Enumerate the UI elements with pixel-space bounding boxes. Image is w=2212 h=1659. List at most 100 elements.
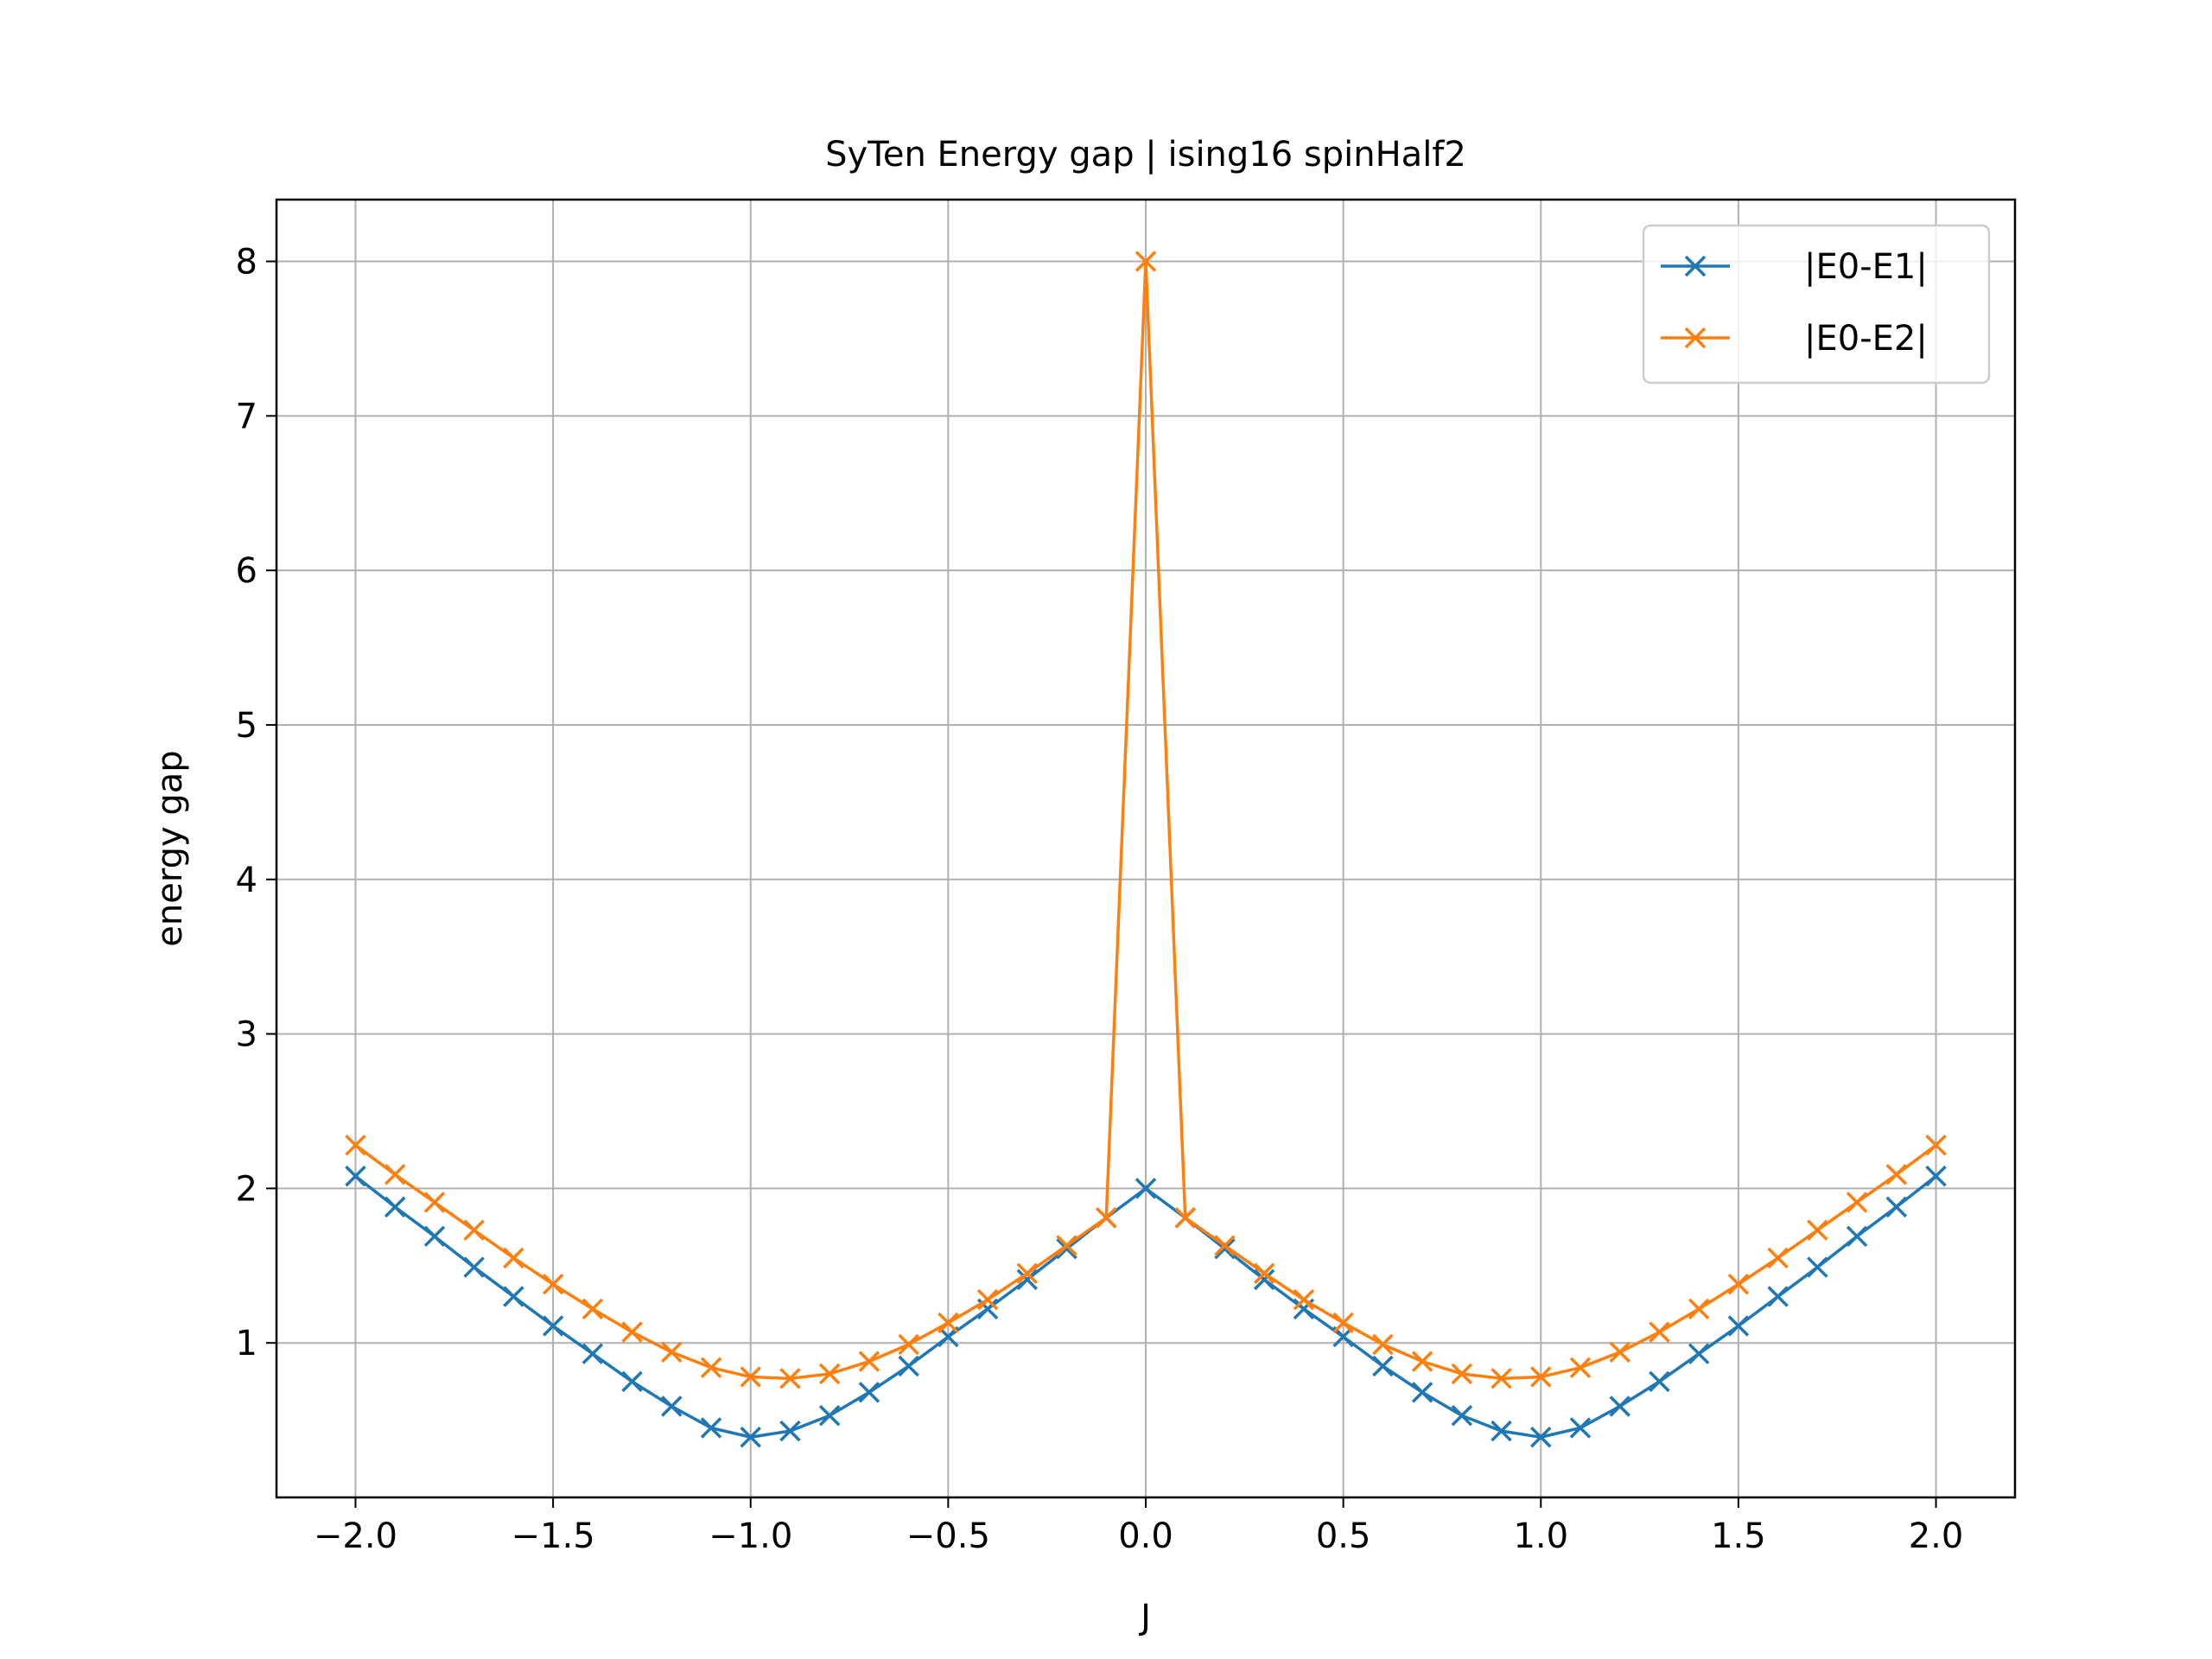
data-point [858,1351,880,1372]
data-point [503,1247,524,1269]
data-point [1688,1343,1710,1364]
data-point [1846,1225,1868,1248]
data-point [1688,1298,1710,1320]
x-tick-label: 0.5 [1316,1516,1371,1556]
data-point [1767,1286,1789,1307]
data-point [740,1366,761,1388]
data-point [1016,1268,1039,1291]
data-point [1491,1368,1512,1389]
data-point [1174,1207,1196,1229]
data-point [345,1135,366,1156]
data-point [463,1256,485,1278]
data-point [818,1404,841,1427]
data-point [1649,1370,1670,1393]
data-point [976,1288,999,1311]
legend: |E0-E1| |E0-E2| [1642,224,1991,385]
x-tick-label: 1.0 [1513,1516,1568,1556]
y-tick-label: 8 [236,243,257,283]
y-axis-label: energy gap [150,750,190,946]
data-point [1135,251,1157,272]
data-point [858,1382,880,1403]
data-point [1372,1355,1394,1377]
x-tick-label: −2.0 [314,1516,397,1556]
data-point [1609,1341,1630,1363]
data-point [1253,1262,1275,1284]
x-tick-label: −1.0 [709,1516,792,1556]
data-point [1214,1235,1236,1256]
data-point [818,1363,841,1385]
x-tick-label: 0.0 [1118,1516,1173,1556]
data-point [1451,1404,1473,1427]
data-point [463,1219,485,1241]
y-tick-label: 6 [236,551,257,591]
data-point [1293,1288,1315,1311]
legend-marker-x [1684,255,1707,277]
data-point [1016,1262,1039,1284]
data-point [1491,1420,1512,1442]
y-tick-label: 3 [236,1015,257,1055]
legend-label-e0-e2: |E0-E2| [1804,319,1928,359]
data-point [542,1274,564,1295]
data-point [1411,1382,1433,1403]
data-point [1530,1366,1552,1388]
plot-series [345,251,1947,1448]
data-point [700,1357,722,1379]
legend-label-e0-e1: |E0-E1| [1804,247,1928,287]
data-point [1885,1196,1908,1218]
data-point [423,1225,446,1248]
data-point [898,1333,919,1356]
data-point [661,1341,683,1363]
y-tick-label: 5 [236,706,257,746]
data-point [1253,1268,1275,1291]
data-point [1649,1321,1670,1343]
data-point [740,1427,761,1448]
data-point [1411,1351,1433,1372]
data-point [1846,1192,1868,1213]
data-point [779,1368,801,1389]
data-point [898,1355,919,1377]
data-point [1807,1219,1828,1241]
data-point [700,1417,722,1439]
data-point [1569,1357,1592,1379]
data-point [1925,1135,1947,1156]
legend-marker-e0-e1 [1684,255,1707,277]
data-point [1807,1256,1828,1278]
data-point [384,1196,406,1218]
x-tick-label: −1.5 [512,1516,595,1556]
data-point [938,1312,959,1334]
data-point [542,1315,564,1337]
x-axis-label: J [1138,1598,1151,1637]
data-point [1332,1312,1354,1334]
data-point [384,1164,406,1185]
legend-marker-x [1684,327,1707,349]
data-point [1727,1274,1750,1295]
data-point [1451,1363,1473,1385]
data-point [423,1192,446,1213]
data-point [661,1395,683,1417]
axis-ticks: −2.0 −1.5 −1.0 −0.5 0.0 0.5 1.0 1.5 2.0 1 2 3 4 5 6 7 8 [236,243,1964,1556]
data-point [1056,1235,1077,1256]
data-point [582,1298,604,1320]
data-point [1609,1395,1630,1417]
data-point [1372,1333,1394,1356]
y-tick-label: 1 [236,1324,257,1363]
data-point [582,1343,604,1364]
data-point [779,1420,801,1442]
legend-marker-e0-e2 [1684,327,1707,349]
series-1 [345,251,1947,1389]
data-point [1135,1178,1157,1199]
y-tick-label: 4 [236,861,257,900]
x-tick-label: 1.5 [1711,1516,1766,1556]
data-point [345,1165,366,1187]
data-point [621,1321,643,1343]
data-point [1767,1247,1789,1269]
data-point [1096,1207,1117,1229]
data-point [1569,1417,1592,1439]
y-tick-label: 7 [236,397,257,436]
chart-title: SyTen Energy gap | ising16 spinHalf2 [825,135,1466,175]
data-point [1925,1165,1947,1187]
data-point [1530,1427,1552,1448]
y-tick-label: 2 [236,1169,257,1209]
x-tick-label: 2.0 [1909,1516,1964,1556]
